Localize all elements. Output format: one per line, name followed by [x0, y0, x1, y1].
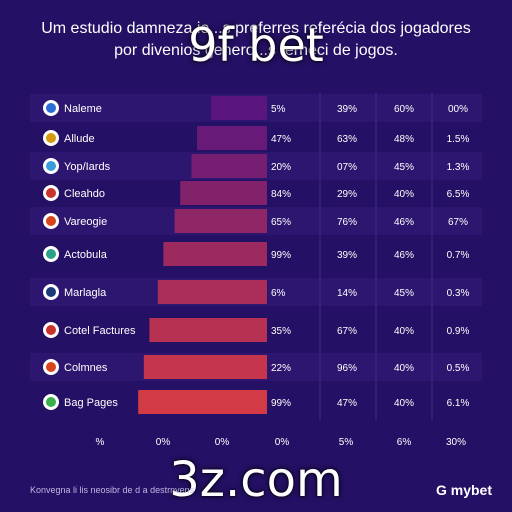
table-cell: 47% [337, 398, 357, 409]
bar [163, 242, 267, 266]
category-label: Marlagla [64, 287, 107, 299]
table-cell: 45% [394, 288, 414, 299]
category-label: Allude [64, 133, 95, 145]
bar [180, 181, 267, 205]
table-cell: 07% [337, 162, 357, 173]
title-line-2: por divenios genero...s terneci de jogos… [114, 42, 398, 59]
category-label: Actobula [64, 249, 108, 261]
table-cell: 39% [337, 104, 357, 115]
chart-title: Um estudio damneza io...s preferres refe… [0, 18, 512, 62]
table-cell: 67% [448, 217, 468, 228]
table-cell: 0.7% [447, 250, 470, 261]
info-icon-inner [46, 103, 56, 113]
table-cell: 1.3% [447, 162, 470, 173]
table-cell: 60% [394, 104, 414, 115]
bar [211, 96, 267, 120]
table-cell: 40% [394, 326, 414, 337]
table-cell: 76% [337, 217, 357, 228]
x-tick-label: 0% [215, 437, 230, 448]
bar-value-label: 6% [271, 288, 286, 299]
bar [157, 280, 267, 304]
x-tick-label: % [96, 437, 105, 448]
bar [138, 390, 267, 414]
table-cell: 63% [337, 134, 357, 145]
category-label: Cotel Factures [64, 325, 136, 337]
table-cell: 0.5% [447, 363, 470, 374]
brand-logo: G mybet [435, 482, 492, 498]
bar [197, 126, 267, 150]
x-tick-label: 6% [397, 437, 412, 448]
table-cell: 14% [337, 288, 357, 299]
x-tick-label: 0% [156, 437, 171, 448]
table-cell: 96% [337, 363, 357, 374]
table-cell: 46% [394, 217, 414, 228]
bar-value-label: 65% [271, 217, 291, 228]
table-cell: 40% [394, 398, 414, 409]
bar-value-label: 22% [271, 363, 291, 374]
table-cell: 6.5% [447, 189, 470, 200]
flame-icon-inner [46, 188, 56, 198]
x-tick-label: 0% [275, 437, 290, 448]
bar-value-label: 84% [271, 189, 291, 200]
table-cell: 6.1% [447, 398, 470, 409]
table-cell: 0.9% [447, 326, 470, 337]
flame-icon-inner [46, 362, 56, 372]
leaf-icon-inner [46, 397, 56, 407]
watermark-bottom: 3z.com [169, 452, 343, 508]
bar [174, 209, 267, 233]
category-label: Naleme [64, 103, 102, 115]
table-cell: 67% [337, 326, 357, 337]
category-label: Yop/Iards [64, 161, 111, 173]
table-cell: 46% [394, 250, 414, 261]
x-tick-label: 30% [446, 437, 466, 448]
table-cell: 00% [448, 104, 468, 115]
table-cell: 1.5% [447, 134, 470, 145]
title-line-1: Um estudio damneza io...s preferres refe… [41, 20, 471, 37]
globe-icon-inner [46, 161, 56, 171]
flame-icon-inner [46, 325, 56, 335]
t-icon-inner [46, 287, 56, 297]
bar [143, 355, 267, 379]
sun-icon-inner [46, 216, 56, 226]
table-cell: 40% [394, 363, 414, 374]
bar-value-label: 99% [271, 250, 291, 261]
bar [149, 318, 267, 342]
bar [191, 154, 267, 178]
table-cell: 29% [337, 189, 357, 200]
category-label: Vareogie [64, 216, 107, 228]
table-cell: 40% [394, 189, 414, 200]
table-cell: 0.3% [447, 288, 470, 299]
info-icon-inner [46, 133, 56, 143]
globe-icon-inner [46, 249, 56, 259]
bar-value-label: 5% [271, 104, 286, 115]
bar-value-label: 99% [271, 398, 291, 409]
bar-value-label: 47% [271, 134, 291, 145]
table-cell: 48% [394, 134, 414, 145]
watermark-top: 9f bet [188, 18, 324, 72]
table-cell: 45% [394, 162, 414, 173]
category-label: Colmnes [64, 362, 108, 374]
bar-value-label: 35% [271, 326, 291, 337]
table-cell: 39% [337, 250, 357, 261]
bar-value-label: 20% [271, 162, 291, 173]
x-tick-label: 5% [339, 437, 354, 448]
footnote: Konvegna li lis neosibr de d a destrnven… [30, 485, 195, 495]
category-label: Cleahdo [64, 188, 105, 200]
category-label: Bag Pages [64, 397, 118, 409]
